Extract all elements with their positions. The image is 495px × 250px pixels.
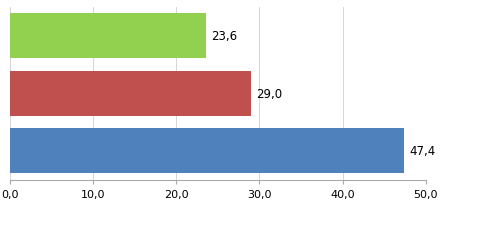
Text: 29,0: 29,0 xyxy=(256,87,282,100)
Text: 23,6: 23,6 xyxy=(211,30,237,43)
Text: 47,4: 47,4 xyxy=(409,145,435,158)
Bar xyxy=(10,129,404,174)
Bar xyxy=(10,14,206,59)
Bar xyxy=(10,71,251,116)
